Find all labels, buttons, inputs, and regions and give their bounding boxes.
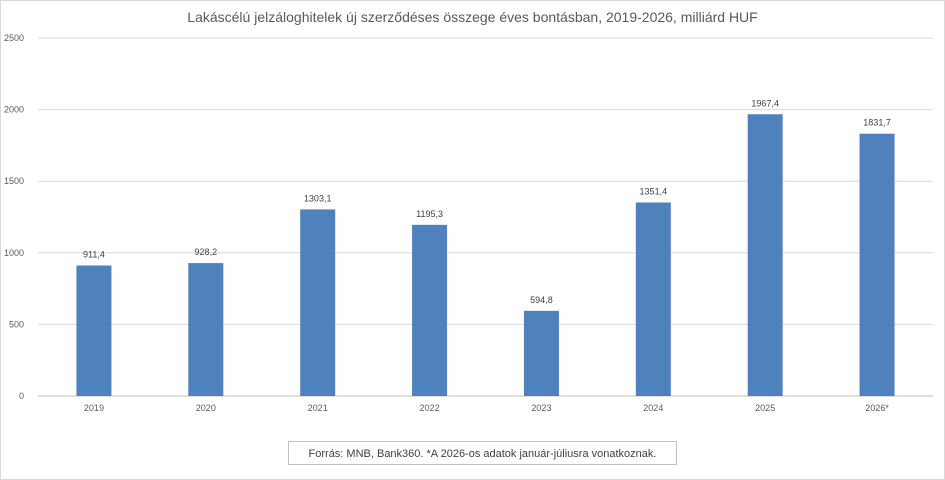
- bar: [747, 114, 783, 397]
- bar: [76, 265, 112, 396]
- data-label: 1351,4: [640, 186, 668, 196]
- data-label: 1967,4: [751, 98, 779, 108]
- data-label: 594,8: [530, 295, 553, 305]
- gridlines: [38, 37, 933, 397]
- bar: [523, 310, 559, 396]
- bar: [412, 224, 448, 396]
- x-tick-label: 2026*: [865, 403, 889, 413]
- bars: [76, 114, 895, 397]
- x-tick-label: 2019: [84, 403, 104, 413]
- bar: [859, 133, 895, 396]
- data-labels: 911,4 928,2 1303,1 1195,3 594,8 1351,4 1967,4 1…: [83, 98, 891, 305]
- y-tick-label: 1500: [4, 176, 24, 186]
- y-tick-label: 0: [19, 391, 24, 401]
- bar: [635, 202, 671, 396]
- data-label: 1303,1: [304, 193, 332, 203]
- x-tick-label: 2024: [643, 403, 663, 413]
- data-label: 1195,3: [416, 209, 443, 219]
- source-note: Forrás: MNB, Bank360. *A 2026-os adatok …: [288, 441, 677, 465]
- bar: [300, 209, 336, 396]
- x-axis-ticks: 2019 2020 2021 2022 2023 2024 2025 2026*: [84, 403, 889, 413]
- x-tick-label: 2025: [755, 403, 775, 413]
- x-tick-label: 2020: [196, 403, 216, 413]
- data-label: 1831,7: [863, 118, 891, 128]
- y-axis-ticks: 0 500 1000 1500 2000 2500: [4, 33, 24, 401]
- y-tick-label: 500: [9, 319, 24, 329]
- data-label: 928,2: [195, 247, 218, 257]
- x-tick-label: 2023: [531, 403, 551, 413]
- y-tick-label: 2500: [4, 33, 24, 43]
- x-tick-label: 2022: [420, 403, 440, 413]
- bar: [188, 263, 224, 396]
- data-label: 911,4: [83, 249, 105, 259]
- x-tick-label: 2021: [308, 403, 328, 413]
- chart-title: Lakáscélú jelzáloghitelek új szerződéses…: [187, 9, 758, 25]
- y-tick-label: 2000: [4, 105, 24, 115]
- y-tick-label: 1000: [4, 248, 24, 258]
